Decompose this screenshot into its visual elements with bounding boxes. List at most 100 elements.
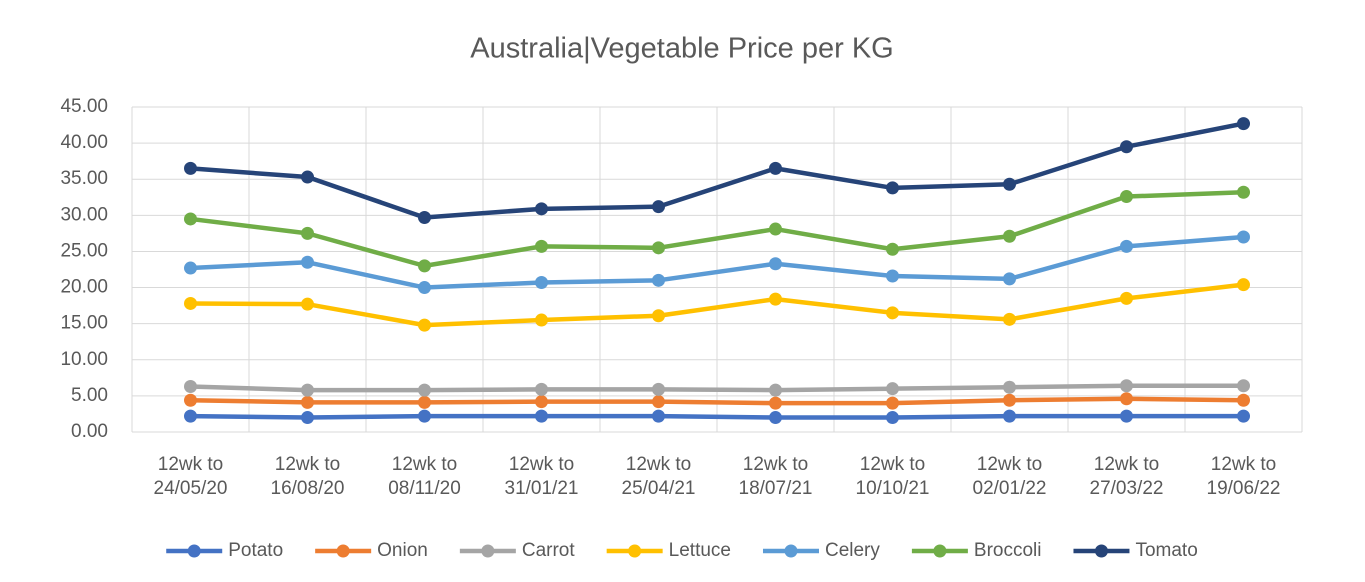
data-point [1003, 272, 1016, 286]
data-point [535, 382, 548, 396]
x-tick-label: 12wk to 16/08/20 [270, 454, 345, 499]
data-point [535, 276, 548, 289]
data-point [769, 292, 782, 306]
x-tick-label: 12wk to 24/05/20 [153, 454, 228, 499]
data-point [769, 396, 782, 410]
data-point [184, 261, 197, 275]
y-tick-label: 5.00 [71, 385, 108, 406]
data-point [769, 161, 782, 175]
data-point [769, 222, 782, 236]
data-point [1003, 177, 1016, 191]
x-tick-label: 12wk to 02/01/22 [972, 454, 1047, 499]
data-point [301, 395, 314, 409]
data-point [1237, 230, 1250, 244]
legend-swatch-marker [628, 544, 642, 558]
series-line [190, 189, 1244, 269]
legend-label: Lettuce [669, 540, 731, 561]
data-point [1120, 409, 1133, 423]
y-tick-label: 30.00 [60, 204, 108, 225]
legend-label: Tomato [1135, 540, 1197, 561]
data-point [886, 382, 899, 396]
data-point [1003, 409, 1016, 423]
data-point [1120, 291, 1133, 305]
data-point [652, 382, 665, 396]
y-tick-label: 10.00 [60, 349, 108, 370]
data-point [769, 411, 782, 425]
data-point [535, 202, 548, 216]
data-point [184, 212, 197, 226]
y-tick-label: 25.00 [60, 240, 108, 261]
x-tick-label: 12wk to 08/11/20 [388, 454, 461, 499]
y-tick-label: 15.00 [60, 313, 108, 334]
legend-swatch-marker [481, 544, 495, 558]
data-point [1237, 278, 1250, 292]
data-point [301, 255, 314, 269]
data-point [301, 383, 314, 397]
x-tick-label: 12wk to 25/04/21 [621, 454, 696, 499]
series-line [190, 121, 1244, 220]
data-point [886, 396, 899, 410]
legend-label: Onion [377, 540, 428, 561]
data-point [1237, 185, 1250, 199]
series-line [190, 282, 1244, 328]
data-point [652, 395, 665, 409]
legend-swatch-marker [336, 544, 350, 558]
data-point [652, 309, 665, 323]
data-point [886, 306, 899, 320]
x-tick-label: 12wk to 31/01/21 [504, 454, 579, 499]
data-point [1003, 312, 1016, 326]
data-point [1120, 392, 1133, 406]
data-point [1120, 140, 1133, 154]
data-point [886, 269, 899, 283]
data-point [418, 395, 431, 409]
data-point [1003, 393, 1016, 407]
y-tick-label: 0.00 [71, 421, 108, 442]
data-point [418, 211, 431, 224]
data-point [184, 161, 197, 175]
data-point [769, 383, 782, 397]
data-point [418, 281, 431, 295]
x-tick-label: 12wk to 27/03/22 [1089, 454, 1164, 499]
data-point [418, 383, 431, 397]
data-point [1120, 379, 1133, 393]
data-point [418, 409, 431, 423]
y-tick-label: 45.00 [60, 96, 108, 117]
data-point [184, 409, 197, 423]
data-point [886, 242, 899, 256]
data-point [1120, 239, 1133, 253]
legend-label: Broccoli [974, 540, 1042, 561]
legend-swatch-marker [187, 544, 201, 558]
data-point [1120, 190, 1133, 204]
legend-swatch-marker [933, 544, 947, 558]
x-tick-label: 12wk to 10/10/21 [855, 454, 930, 499]
data-point [535, 313, 548, 327]
series-line [190, 396, 1244, 406]
data-point [184, 380, 197, 393]
data-point [301, 170, 314, 184]
data-point [184, 296, 197, 310]
data-point [1003, 229, 1016, 243]
data-point [301, 411, 314, 425]
y-tick-label: 35.00 [60, 168, 108, 189]
data-point [652, 273, 665, 287]
legend-label: Celery [825, 540, 880, 561]
data-point [1237, 409, 1250, 423]
chart-title: Australia|Vegetable Price per KG [470, 33, 893, 65]
data-point [886, 181, 899, 195]
data-point [535, 239, 548, 253]
legend-swatch-marker [784, 544, 798, 558]
series-line [190, 383, 1244, 393]
y-tick-label: 20.00 [60, 277, 108, 298]
series-line [190, 413, 1244, 420]
data-point [652, 409, 665, 423]
data-point [1237, 379, 1250, 393]
data-point [418, 259, 431, 273]
data-point [1003, 380, 1016, 394]
legend-label: Carrot [522, 540, 576, 561]
data-point [1237, 117, 1250, 131]
x-tick-label: 12wk to 19/06/22 [1206, 454, 1281, 499]
data-point [1237, 393, 1250, 407]
data-point [535, 395, 548, 409]
